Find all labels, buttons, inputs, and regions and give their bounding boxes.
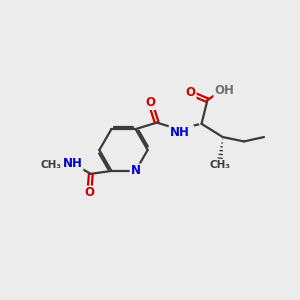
Text: O: O [145, 96, 155, 109]
Text: NH: NH [169, 126, 189, 139]
Text: O: O [84, 187, 94, 200]
Text: O: O [186, 86, 196, 99]
Text: N: N [130, 164, 141, 177]
Text: OH: OH [214, 84, 234, 97]
Text: CH₃: CH₃ [210, 160, 231, 170]
Text: CH₃: CH₃ [41, 160, 62, 170]
Text: NH: NH [63, 157, 82, 170]
